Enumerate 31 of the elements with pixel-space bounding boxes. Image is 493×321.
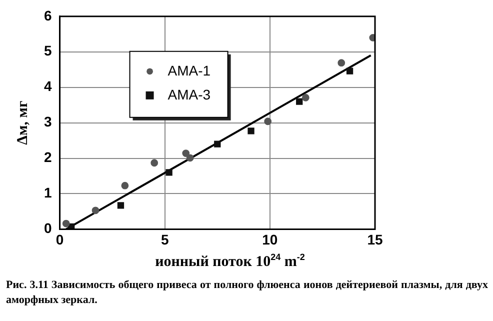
point — [264, 118, 272, 126]
point — [62, 220, 70, 228]
y-tick-label: 4 — [44, 78, 52, 94]
point — [186, 154, 194, 162]
x-tick-label: 10 — [262, 231, 278, 248]
point — [214, 140, 221, 148]
y-tick-label: 0 — [44, 220, 52, 236]
x-axis-title: ионный поток 10$^{24}$ m$^{-2}$ — [154, 252, 306, 271]
point — [346, 68, 354, 74]
y-axis-title: Δм, мг — [14, 100, 31, 145]
point — [302, 94, 310, 102]
point — [121, 182, 129, 190]
y-tick-label: 6 — [44, 7, 52, 24]
y-tick-label: 3 — [44, 114, 52, 130]
point — [117, 202, 124, 209]
point — [182, 150, 190, 157]
y-tick-label: 5 — [44, 42, 52, 59]
x-tick-label: 15 — [367, 231, 383, 248]
point — [338, 59, 346, 67]
point — [166, 169, 172, 176]
point — [248, 128, 254, 134]
y-tick-label: 1 — [44, 184, 52, 201]
x-tick-label: 0 — [56, 231, 64, 248]
legend-label: AMA-3 — [168, 86, 211, 102]
point — [296, 98, 303, 105]
legend-label: AMA-1 — [168, 62, 211, 78]
x-tick-label: 5 — [160, 231, 169, 248]
text: Рис. 3.11 Зависимость общего привеса от полного флюенса ионов дейтериевой плазмы, для двух аморфных зеркал. — [6, 278, 488, 308]
y-tick-label: 2 — [44, 149, 52, 166]
point — [92, 206, 100, 214]
point — [150, 159, 158, 167]
